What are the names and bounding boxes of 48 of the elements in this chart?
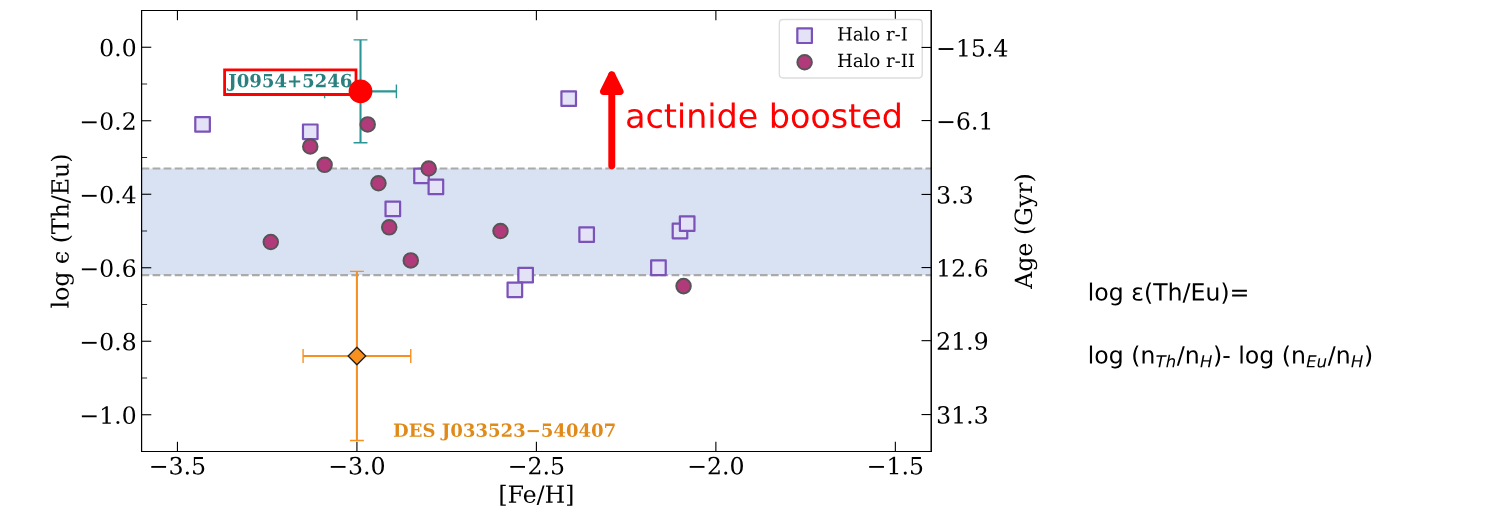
y2-tick-label: 12.6	[938, 259, 988, 277]
point	[517, 266, 535, 284]
point	[380, 219, 398, 236]
point	[347, 346, 367, 366]
point	[427, 178, 445, 196]
point	[420, 160, 437, 177]
y-tick-label: −0.4	[81, 185, 136, 204]
x-tick-label: −1.5	[869, 456, 923, 475]
y2-tick-label: 21.9	[937, 332, 988, 350]
series-label: J0954+5246	[226, 73, 352, 91]
point	[384, 200, 402, 218]
point	[262, 233, 280, 251]
point	[302, 138, 319, 155]
point	[650, 259, 667, 277]
point	[578, 226, 596, 244]
y2-tick-label: 31.3	[937, 406, 987, 424]
x-tick-label: −3.5	[151, 456, 205, 475]
point	[194, 116, 211, 133]
point	[359, 116, 376, 133]
point	[316, 156, 333, 174]
y2-tick-label: 3.3	[937, 185, 972, 204]
point	[301, 123, 319, 141]
y-tick-label: −0.6	[81, 259, 136, 278]
x-tick-label: −3.0	[330, 456, 385, 475]
point	[678, 215, 696, 233]
text: log ε(Th/Eu)=	[1089, 282, 1247, 306]
y-tick-label: −0.8	[81, 332, 136, 351]
point	[506, 281, 524, 299]
legend-label: Halo r-I	[838, 26, 907, 41]
point	[370, 174, 387, 192]
point	[560, 90, 578, 108]
y2-tick-label: −6.1	[938, 112, 991, 130]
annotation: actinide boosted	[627, 102, 900, 129]
x-axis-title: [Fe/H]	[500, 484, 573, 506]
y-axis-title: log ϵ (Th/Eu)	[50, 155, 74, 308]
text: log (n$_{Th}$/n$_{H}$)- log (n$_{Eu}$/n$_{H}$)	[1089, 345, 1372, 369]
legend-label: Halo r-II	[838, 53, 914, 68]
y-tick-label: −0.2	[81, 112, 135, 131]
y-tick-label: 0.0	[100, 38, 136, 57]
x-tick-label: −2.5	[510, 456, 564, 475]
y-tick-label: −1.0	[81, 406, 136, 425]
y2-axis-title: Age (Gyr)	[1014, 175, 1038, 289]
point	[402, 252, 420, 269]
x-tick-label: −2.0	[689, 456, 743, 475]
point	[492, 222, 509, 240]
y2-tick-label: −15.4	[938, 38, 1008, 57]
text: DES J033523−540407	[393, 423, 615, 441]
point	[675, 277, 692, 295]
